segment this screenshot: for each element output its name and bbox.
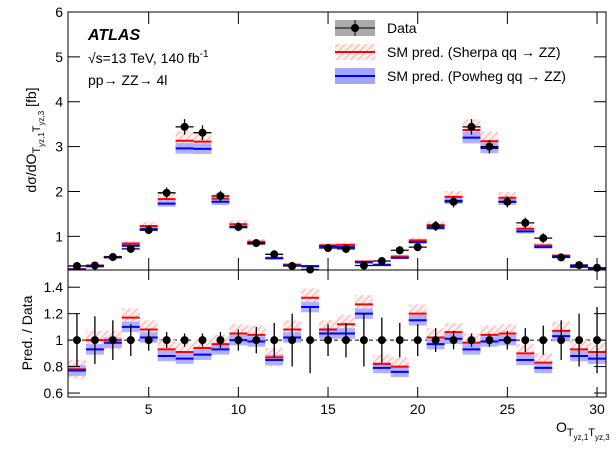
ratio-data-point — [557, 336, 566, 345]
ratio-y-tick-label: 1.2 — [44, 306, 64, 322]
ratio-data-point — [180, 336, 189, 345]
ratio-data-point — [126, 336, 135, 345]
experiment-label: ATLAS — [87, 27, 140, 44]
ratio-data-point — [252, 336, 261, 345]
legend-label: SM pred. (Sherpa qq → ZZ) — [387, 44, 561, 60]
ratio-data-point — [270, 336, 279, 345]
ratio-y-tick-label: 0.8 — [44, 359, 64, 375]
data-point — [216, 191, 225, 200]
ratio-y-tick-label: 1.4 — [44, 279, 64, 295]
ratio-data-point — [90, 336, 99, 345]
xlabel-part: T — [567, 427, 574, 439]
x-tick-label: 15 — [320, 401, 336, 417]
ratio-data-point — [288, 336, 297, 345]
ratio-data-point — [377, 336, 386, 345]
ratio-y-label: Pred. / Data — [19, 295, 35, 370]
y-tick-label: 1 — [55, 228, 63, 244]
data-point — [72, 261, 81, 270]
ratio-data-point — [575, 336, 584, 345]
xlabel-part: T — [588, 427, 595, 439]
x-tick-label: 20 — [410, 401, 426, 417]
ratio-data-point — [162, 336, 171, 345]
legend-label: SM pred. (Powheg qq → ZZ) — [387, 68, 566, 84]
process-label: pp→ ZZ→ 4l — [88, 72, 167, 88]
ratio-data-point — [449, 336, 458, 345]
data-point — [90, 261, 99, 270]
data-point — [395, 246, 404, 255]
data-point — [234, 222, 243, 231]
ratio-data-point — [503, 336, 512, 345]
data-point — [180, 122, 189, 131]
data-point — [341, 244, 350, 253]
ratio-data-point — [413, 336, 422, 345]
data-point — [288, 261, 297, 270]
xlabel-label: OTyz,1Tyz,3 — [556, 419, 610, 442]
legend-label: Data — [387, 20, 417, 36]
xlabel-part: O — [556, 419, 567, 435]
data-point — [503, 197, 512, 206]
x-tick-label: 10 — [231, 401, 247, 417]
data-point — [467, 122, 476, 131]
ratio-data-point — [521, 336, 530, 345]
data-point — [359, 261, 368, 270]
data-point — [449, 197, 458, 206]
x-tick-label: 25 — [500, 401, 516, 417]
y-tick-label: 6 — [55, 4, 63, 20]
ratio-frame — [67, 269, 607, 398]
ratio-data-point — [431, 336, 440, 345]
ratio-data-point — [395, 336, 404, 345]
ylabel-part: dσ/dO — [23, 153, 39, 192]
data-point — [575, 261, 584, 270]
ratio-data-point — [144, 336, 153, 345]
data-point — [377, 257, 386, 266]
data-point — [108, 252, 117, 261]
ratio-data-point — [539, 336, 548, 345]
legend-swatch — [351, 24, 359, 32]
xlabel-part: yz,1 — [574, 433, 589, 442]
y-tick-label: 3 — [55, 139, 63, 155]
ylabel-part: T — [31, 147, 43, 154]
energy-text: √s=13 TeV, 140 fb — [88, 50, 200, 66]
energy-label: √s=13 TeV, 140 fb-1 — [88, 49, 209, 66]
ratio-y-tick-label: 0.6 — [44, 385, 64, 401]
data-point — [252, 239, 261, 248]
y-tick-label: 5 — [55, 49, 63, 65]
data-point — [413, 243, 422, 252]
data-point — [126, 244, 135, 253]
ratio-data-point — [216, 336, 225, 345]
data-point — [324, 244, 333, 253]
energy-sup: -1 — [200, 49, 209, 60]
y-tick-label: 4 — [55, 94, 63, 110]
ylabel-part: [fb] — [23, 87, 39, 110]
y-tick-label: 2 — [55, 183, 63, 199]
data-point — [431, 222, 440, 231]
ratio-y-tick-label: 1 — [55, 332, 63, 348]
ratio-data-point — [324, 336, 333, 345]
ratio-data-point — [359, 336, 368, 345]
ratio-data-point — [306, 336, 315, 345]
ratio-data-point — [341, 336, 350, 345]
ylabel-part: yz,1 — [37, 132, 46, 147]
data-point — [270, 250, 279, 259]
data-point — [557, 253, 566, 262]
ylabel-part: T — [31, 125, 43, 132]
ratio-data-point — [234, 336, 243, 345]
x-tick-label: 30 — [589, 401, 605, 417]
data-point — [162, 188, 171, 197]
ratio-data-point — [467, 336, 476, 345]
ratio-data-point — [485, 336, 494, 345]
xlabel-part: yz,3 — [595, 433, 610, 442]
data-point — [144, 226, 153, 235]
ratio-data-point — [198, 336, 207, 345]
ylabel-label: dσ/dOTyz,1Tyz,3 [fb] — [23, 87, 46, 192]
data-point — [521, 218, 530, 227]
data-point — [539, 234, 548, 243]
x-tick-label: 5 — [145, 401, 153, 417]
data-point — [198, 128, 207, 137]
ratio-data-point — [108, 336, 117, 345]
data-point — [485, 142, 494, 151]
ylabel-part: yz,3 — [37, 110, 46, 125]
